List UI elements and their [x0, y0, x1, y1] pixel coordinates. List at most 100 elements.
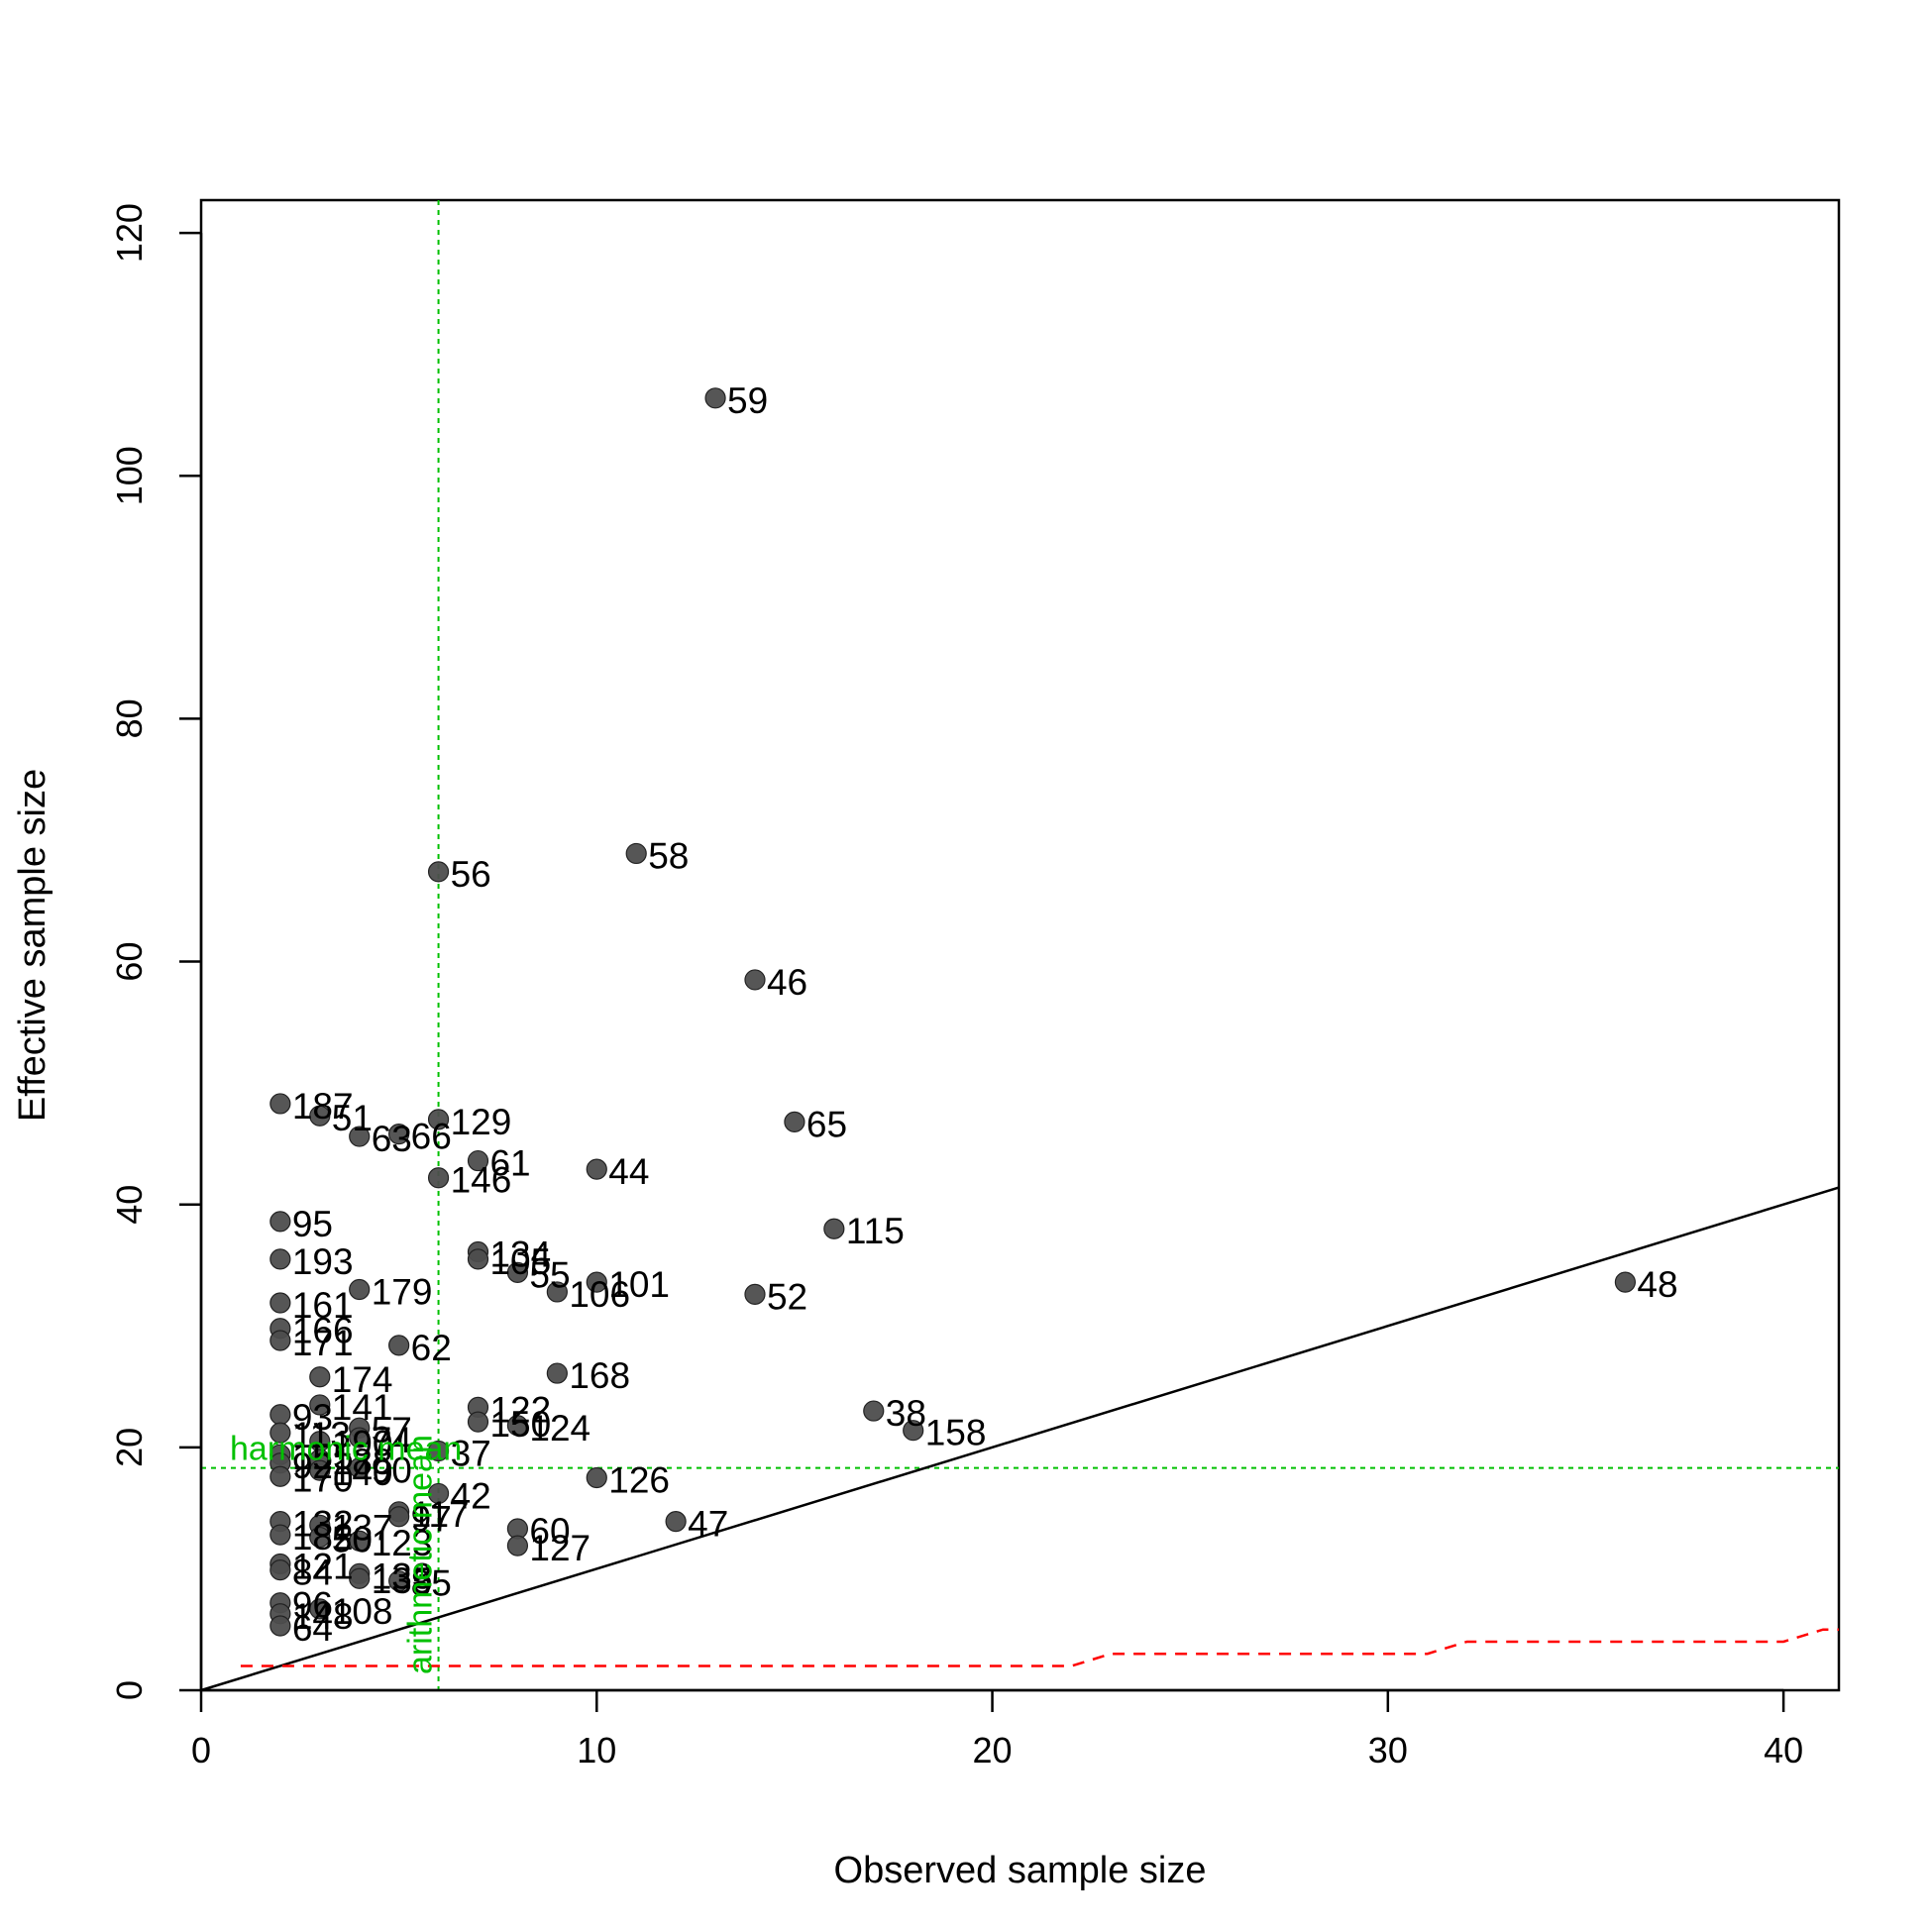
data-points: [269, 387, 1636, 1637]
data-point: [586, 1271, 607, 1293]
data-point-label: 127: [529, 1528, 590, 1568]
data-point-label: 123: [372, 1523, 433, 1563]
data-point: [349, 1567, 371, 1589]
data-point-label: 108: [332, 1591, 393, 1632]
data-point-label: 132: [292, 1504, 354, 1545]
data-point: [506, 1535, 529, 1556]
data-point: [388, 1124, 410, 1145]
y-tick-label: 80: [109, 698, 150, 738]
data-point-label: 55: [529, 1254, 570, 1295]
data-point-label: 150: [489, 1404, 551, 1445]
data-point-label: 168: [569, 1355, 630, 1396]
data-point: [269, 1404, 291, 1426]
data-point: [744, 1283, 766, 1306]
data-point: [269, 1615, 291, 1637]
data-point-label: 44: [608, 1151, 649, 1192]
data-point: [427, 1482, 450, 1505]
data-point: [704, 387, 726, 409]
data-point-label: 193: [292, 1241, 354, 1282]
data-point-label: 129: [451, 1102, 512, 1142]
data-point: [388, 1570, 410, 1592]
y-axis-title: Effective sample size: [12, 769, 54, 1122]
data-point: [1614, 1271, 1636, 1293]
data-point-label: 74: [372, 1420, 412, 1460]
data-point-label: 188: [332, 1442, 393, 1482]
data-point-label: 179: [372, 1272, 433, 1313]
data-point-label: 37: [451, 1434, 491, 1474]
data-point-label: 171: [292, 1323, 354, 1363]
data-point-label: 135: [372, 1560, 433, 1601]
x-axis-title: Observed sample size: [834, 1850, 1207, 1891]
data-point-label: 140: [332, 1452, 393, 1493]
data-point: [427, 1440, 450, 1462]
data-point-label: 161: [292, 1285, 354, 1326]
data-point-label: 124: [529, 1408, 590, 1449]
data-point: [784, 1111, 805, 1132]
data-point-label: 106: [569, 1274, 630, 1315]
data-point-label: 58: [648, 835, 689, 876]
data-point-label: 85: [411, 1563, 452, 1604]
data-point-label: 113: [292, 1415, 351, 1455]
data-point: [269, 1248, 291, 1270]
data-point: [269, 1559, 291, 1581]
arithmetic-mean-label: arithmetic mean: [402, 1435, 440, 1674]
data-point: [309, 1526, 331, 1549]
y-tick-label: 20: [109, 1428, 150, 1467]
data-point-label: 105: [489, 1241, 551, 1282]
identity-line: [200, 1186, 1840, 1692]
data-point: [506, 1415, 529, 1437]
harmonic-mean-label: harmonic mean: [230, 1431, 462, 1468]
data-point: [349, 1126, 371, 1147]
data-point-label: 133: [372, 1556, 433, 1596]
data-point: [349, 1427, 371, 1449]
data-point: [269, 1330, 291, 1351]
data-point-label: 187: [292, 1086, 354, 1127]
x-axis: 0 10 20 30 40: [191, 1688, 1803, 1771]
data-point: [349, 1278, 371, 1301]
lower-bound-step-line: [240, 1628, 1839, 1667]
data-point-label: 95: [292, 1204, 333, 1244]
data-point-label: 56: [451, 854, 491, 895]
data-point-label: 63: [372, 1119, 412, 1159]
data-point: [467, 1149, 489, 1172]
reference-labels: harmonic mean arithmetic mean: [230, 1431, 462, 1674]
data-point: [427, 1167, 450, 1189]
data-point-label: 117: [411, 1494, 470, 1535]
data-point: [665, 1511, 687, 1533]
data-point: [269, 1093, 291, 1115]
data-point-label: 64: [292, 1608, 333, 1649]
data-point-label: 52: [767, 1276, 807, 1317]
data-point-label: 174: [332, 1359, 393, 1400]
y-tick-label: 40: [109, 1185, 150, 1225]
data-point-label: 126: [608, 1459, 670, 1500]
data-point-label: 141: [332, 1387, 393, 1428]
data-point-label: 158: [925, 1413, 987, 1453]
data-point: [467, 1248, 489, 1270]
y-tick-label: 100: [109, 446, 150, 505]
y-tick-label: 60: [109, 942, 150, 982]
data-point-label: 101: [608, 1264, 670, 1305]
data-point: [427, 1109, 450, 1130]
identity-line-path: [200, 1186, 1840, 1692]
lower-bound-path: [240, 1628, 1839, 1667]
data-point: [625, 842, 647, 865]
data-point: [586, 1466, 607, 1489]
data-point: [309, 1366, 331, 1388]
x-tick-label: 10: [577, 1730, 616, 1771]
data-point-label: 46: [767, 962, 807, 1003]
x-tick-label: 30: [1368, 1730, 1408, 1771]
data-point-label: 137: [332, 1507, 393, 1548]
data-point: [309, 1394, 331, 1416]
data-point: [309, 1598, 331, 1620]
data-point-label: 190: [332, 1424, 393, 1464]
data-point: [349, 1457, 371, 1479]
data-point-label: 146: [451, 1160, 512, 1201]
data-point: [349, 1530, 371, 1552]
data-point-label: 60: [529, 1511, 570, 1552]
data-point-label: 115: [846, 1211, 905, 1251]
data-point-label: 42: [451, 1475, 491, 1516]
data-point: [309, 1459, 331, 1481]
data-point: [269, 1211, 291, 1233]
data-point-label: 134: [489, 1234, 551, 1275]
data-point: [269, 1422, 291, 1444]
